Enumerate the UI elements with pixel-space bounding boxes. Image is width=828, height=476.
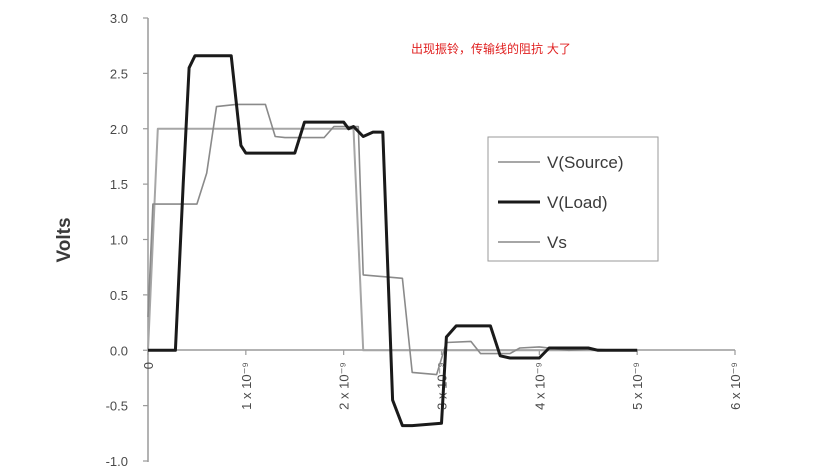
y-tick-label: -1.0 <box>106 454 128 469</box>
legend-label: V(Source) <box>547 153 624 172</box>
y-tick-label: 1.5 <box>110 177 128 192</box>
x-tick-label: 6 x 10⁻⁹ <box>728 362 743 410</box>
series-layer <box>147 54 638 428</box>
legend-label: V(Load) <box>547 193 607 212</box>
series-line-v-load <box>148 54 638 428</box>
y-tick-label: 1.0 <box>110 233 128 248</box>
x-tick-label: 0 <box>141 362 156 369</box>
x-tick-label: 2 x 10⁻⁹ <box>337 362 352 410</box>
y-tick-label: 0.0 <box>110 343 128 358</box>
x-tick-label: 4 x 10⁻⁹ <box>532 362 547 410</box>
y-tick-label: 2.0 <box>110 122 128 137</box>
y-tick-label: 0.5 <box>110 288 128 303</box>
legend-label: Vs <box>547 233 567 252</box>
y-tick-label: 2.5 <box>110 66 128 81</box>
x-tick-label: 5 x 10⁻⁹ <box>630 362 645 410</box>
y-tick-label: 3.0 <box>110 11 128 26</box>
series-line-vs <box>147 127 638 352</box>
y-axis-label: Volts <box>54 217 75 262</box>
legend-box <box>487 136 659 262</box>
series-line-v-source <box>147 103 638 376</box>
legend: V(Source) V(Load) Vs <box>487 136 659 262</box>
x-tick-label: 1 x 10⁻⁹ <box>239 362 254 410</box>
annotation-text: 出现振铃，传输线的阻抗 大了 <box>411 41 571 56</box>
y-tick-label: -0.5 <box>106 399 128 414</box>
y-ticks: 3.0 2.5 2.0 1.5 1.0 0.5 0.0 -0.5 -1.0 <box>106 11 148 469</box>
